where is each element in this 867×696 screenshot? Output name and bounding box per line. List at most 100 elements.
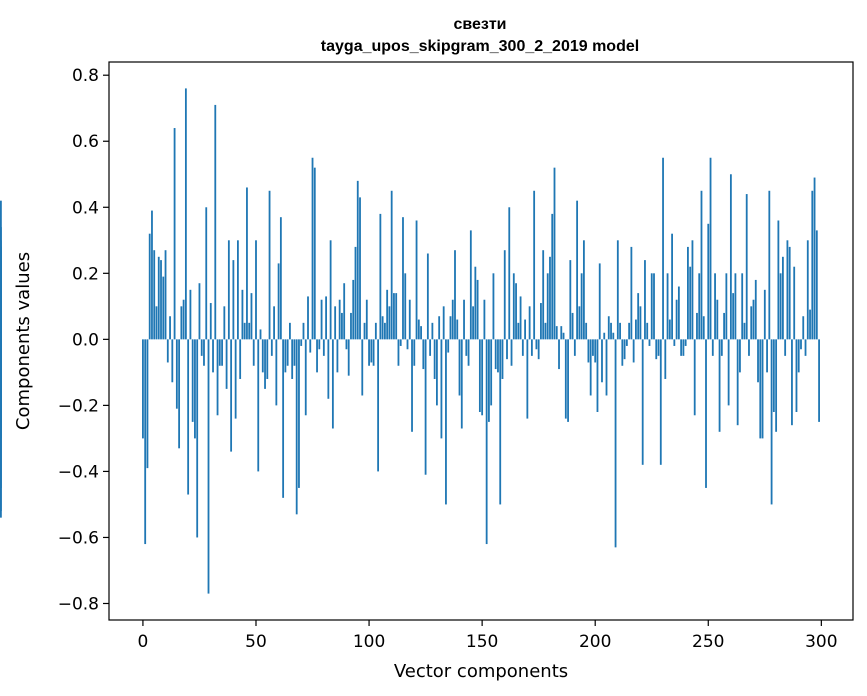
bar	[571, 312, 574, 340]
bar	[573, 339, 576, 356]
bar	[239, 339, 242, 379]
bar	[227, 240, 230, 340]
bar	[399, 339, 402, 346]
bar	[646, 322, 649, 340]
bar	[558, 339, 560, 370]
bar	[716, 299, 719, 340]
bar	[275, 339, 278, 406]
bar	[334, 306, 337, 340]
bar	[485, 339, 488, 545]
bar	[196, 339, 199, 538]
bar	[415, 220, 418, 340]
bar	[763, 289, 766, 340]
bar	[230, 339, 233, 452]
bar	[632, 339, 635, 363]
bar	[732, 293, 735, 340]
bar	[659, 339, 662, 465]
bar	[178, 339, 181, 449]
bar	[302, 322, 305, 340]
bar	[707, 223, 710, 340]
bar	[549, 256, 551, 340]
bar	[451, 299, 454, 340]
bar	[259, 329, 262, 340]
bar	[325, 296, 327, 340]
bar	[406, 339, 409, 350]
bar	[356, 180, 359, 340]
bar	[768, 190, 771, 340]
bar	[445, 339, 447, 505]
bar	[684, 339, 687, 346]
bar	[702, 316, 705, 340]
y-tick-label: −0.6	[58, 528, 99, 548]
bar	[587, 339, 590, 363]
bar	[630, 246, 633, 340]
bar	[293, 339, 296, 366]
bar	[187, 339, 190, 495]
bar	[698, 273, 701, 340]
bar	[720, 339, 723, 356]
bar	[506, 339, 508, 360]
bar	[540, 303, 542, 340]
bar	[467, 339, 470, 366]
bar	[637, 293, 640, 340]
chart-title-line-2: tayga_upos_skipgram_300_2_2019 model	[321, 38, 639, 55]
bar	[248, 322, 251, 340]
bar	[501, 339, 504, 379]
bar	[675, 299, 678, 340]
bar	[311, 157, 314, 340]
bar	[203, 339, 205, 366]
bar	[352, 279, 355, 340]
bar	[393, 293, 395, 340]
y-tick-label: 0.0	[72, 330, 99, 350]
bar	[619, 322, 621, 340]
bar	[372, 339, 375, 366]
bar	[320, 299, 323, 340]
y-tick-label: −0.4	[58, 462, 99, 482]
bar	[440, 339, 443, 439]
bar	[682, 339, 685, 356]
x-tick-label: 300	[805, 632, 837, 652]
bar	[458, 339, 461, 396]
x-tick-label: 200	[579, 632, 611, 652]
bar	[0, 246, 2, 340]
bar	[368, 339, 370, 366]
bar	[279, 217, 282, 340]
bar	[664, 339, 667, 379]
bar	[542, 250, 545, 340]
bar	[148, 233, 151, 340]
bar	[786, 240, 789, 340]
bar	[775, 339, 778, 432]
bar	[537, 339, 540, 360]
chart-title-line-1: свезти	[453, 16, 506, 33]
bar	[512, 273, 515, 340]
bar	[370, 339, 373, 363]
bar	[431, 322, 434, 340]
bar	[198, 283, 201, 340]
bar	[528, 306, 531, 340]
bar	[625, 339, 628, 346]
bar	[784, 339, 787, 356]
bar	[241, 289, 244, 340]
bar	[596, 339, 599, 412]
bar	[395, 293, 398, 340]
bar	[644, 260, 646, 340]
bar	[327, 339, 330, 399]
bar	[621, 339, 624, 366]
bar	[802, 316, 805, 340]
bar	[700, 190, 703, 340]
bar	[424, 339, 427, 475]
bar	[723, 312, 726, 340]
bar	[189, 289, 192, 340]
bar	[429, 339, 432, 356]
bar	[555, 326, 558, 340]
bar	[257, 339, 260, 472]
bar	[476, 279, 479, 340]
bar	[449, 316, 452, 340]
bar	[153, 250, 156, 340]
bar	[530, 339, 533, 356]
bar	[811, 190, 814, 340]
bar	[350, 312, 352, 340]
bar	[689, 266, 692, 340]
bar	[709, 157, 712, 340]
bar	[463, 299, 465, 340]
